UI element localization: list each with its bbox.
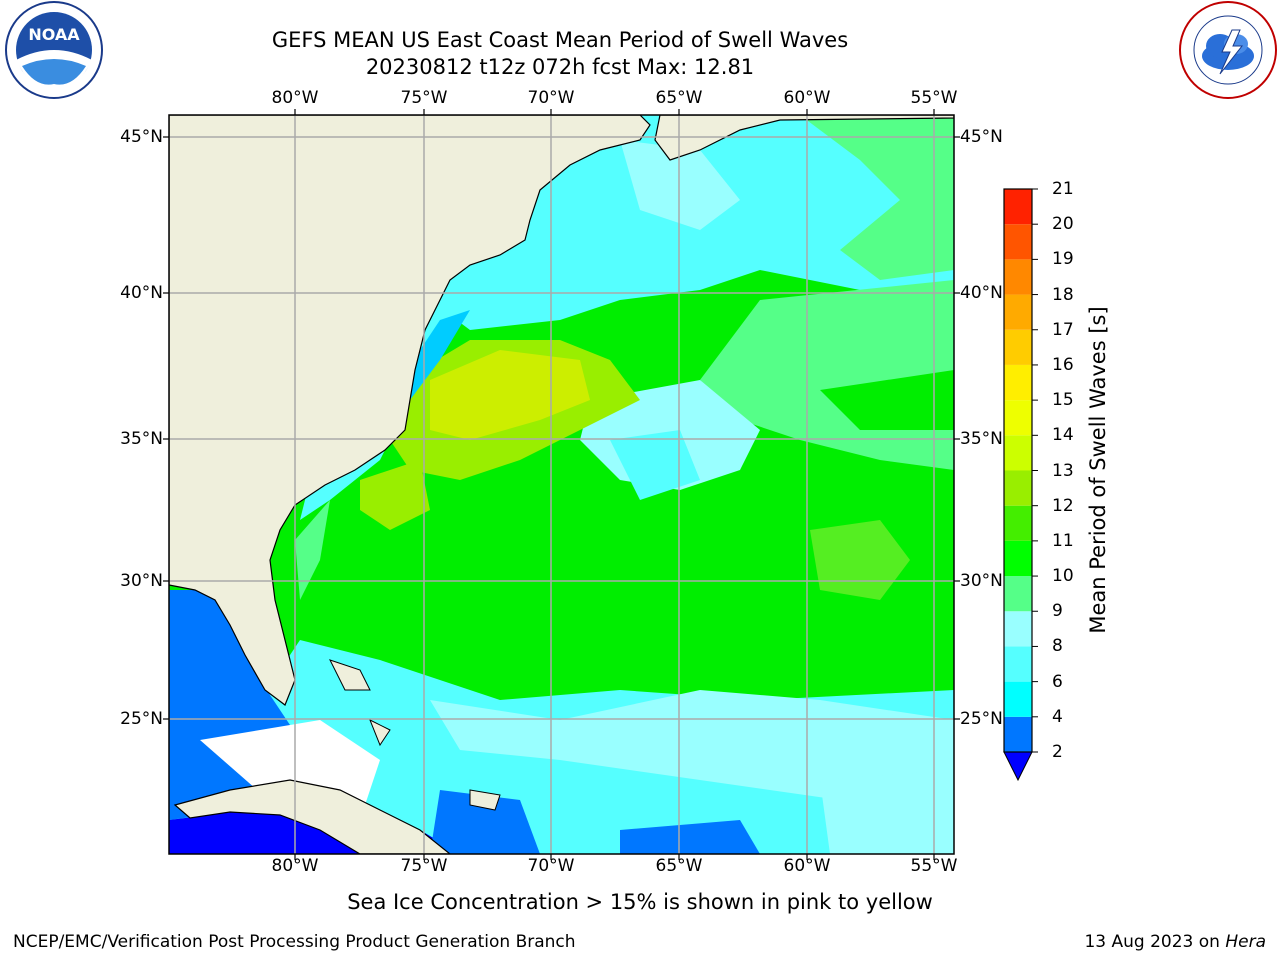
colorbar-under-extension: [1003, 751, 1033, 782]
colorbar-tick-label: 6: [1052, 671, 1063, 692]
sea-ice-footnote: Sea Ice Concentration > 15% is shown in …: [347, 890, 933, 914]
lon-label-top-65w: 65°W: [655, 88, 703, 108]
colorbar-tick-label: 19: [1052, 249, 1074, 270]
colorbar-segment: [1004, 646, 1032, 682]
map-gridlines: [169, 115, 954, 854]
nws-logo: [1179, 1, 1277, 99]
land-cuba: [173, 779, 451, 854]
colorbar-tick-label: 14: [1052, 425, 1074, 446]
colorbar-tick-label: 8: [1052, 636, 1063, 657]
colorbar-tick-label: 17: [1052, 319, 1074, 340]
colorbar-segment: [1004, 259, 1032, 295]
lat-label-right-45n: 45°N: [960, 127, 1003, 147]
land-nova-scotia: [654, 115, 954, 161]
lat-label-right-25n: 25°N: [960, 709, 1003, 729]
date-text: 13 Aug 2023 on: [1084, 932, 1220, 952]
colorbar-tick-label: 18: [1052, 284, 1074, 305]
colorbar-segment: [1004, 364, 1032, 401]
colorbar-tick-label: 13: [1052, 460, 1074, 481]
land-north-america: [169, 115, 651, 706]
colorbar-segment: [1004, 716, 1032, 752]
colorbar-segment: [1004, 400, 1032, 436]
colorbar-tick-label: 4: [1052, 706, 1063, 727]
lon-label-bottom-80w: 80°W: [271, 856, 319, 876]
lon-label-bottom-60w: 60°W: [783, 856, 831, 876]
colorbar-segment: [1004, 294, 1032, 330]
colorbar-tick-label: 15: [1052, 390, 1074, 411]
colorbar-segment: [1004, 435, 1032, 471]
colorbar-segment: [1004, 681, 1032, 717]
lon-label-top-55w: 55°W: [910, 88, 958, 108]
colorbar-segment: [1004, 611, 1032, 647]
host-name: Hera: [1225, 932, 1266, 952]
colorbar-title: Mean Period of Swell Waves [s]: [1086, 306, 1110, 634]
lon-label-bottom-70w: 70°W: [527, 856, 575, 876]
lat-label-left-45n: 45°N: [120, 127, 163, 147]
chart-subtitle: 20230812 t12z 072h fcst Max: 12.81: [365, 55, 755, 79]
colorbar-segment: [1004, 189, 1032, 225]
colorbar-tick-label: 9: [1052, 601, 1063, 622]
axis-ticks: [163, 109, 960, 860]
credit-line: NCEP/EMC/Verification Post Processing Pr…: [13, 932, 576, 952]
colorbar-tick-label: 21: [1052, 179, 1074, 199]
map-frame: [168, 114, 955, 855]
lat-label-left-35n: 35°N: [120, 429, 163, 449]
colorbar-tick-label: 16: [1052, 354, 1074, 375]
colorbar-segment: [1004, 329, 1032, 365]
lat-label-left-25n: 25°N: [120, 709, 163, 729]
date-stamp: 13 Aug 2023 on Hera: [1084, 932, 1266, 952]
lat-label-right-35n: 35°N: [960, 429, 1003, 449]
colorbar-segment: [1004, 540, 1032, 577]
lon-label-bottom-55w: 55°W: [910, 856, 958, 876]
lon-label-top-75w: 75°W: [400, 88, 448, 108]
lat-label-right-30n: 30°N: [960, 571, 1003, 591]
colorbar-segment: [1004, 470, 1032, 506]
lon-label-top-60w: 60°W: [783, 88, 831, 108]
colorbar-tick-label: 10: [1052, 566, 1074, 587]
colorbar-tick-label: 12: [1052, 495, 1074, 516]
lat-label-right-40n: 40°N: [960, 283, 1003, 303]
colorbar-tick-label: 11: [1052, 530, 1074, 551]
lon-label-bottom-75w: 75°W: [400, 856, 448, 876]
lon-label-top-70w: 70°W: [527, 88, 575, 108]
chart-title: GEFS MEAN US East Coast Mean Period of S…: [271, 28, 849, 52]
lat-label-left-40n: 40°N: [120, 283, 163, 303]
colorbar-segment: [1004, 576, 1032, 612]
colorbar-tick-label: 20: [1052, 214, 1074, 235]
lat-label-left-30n: 30°N: [120, 571, 163, 591]
colorbar-tick-label: 2: [1052, 742, 1063, 762]
lon-label-top-80w: 80°W: [271, 88, 319, 108]
noaa-logo: NOAA: [5, 1, 103, 99]
colorbar-segment: [1004, 505, 1032, 541]
colorbar-segment: [1004, 224, 1032, 260]
noaa-logo-text: NOAA: [28, 25, 80, 44]
lon-label-bottom-65w: 65°W: [655, 856, 703, 876]
